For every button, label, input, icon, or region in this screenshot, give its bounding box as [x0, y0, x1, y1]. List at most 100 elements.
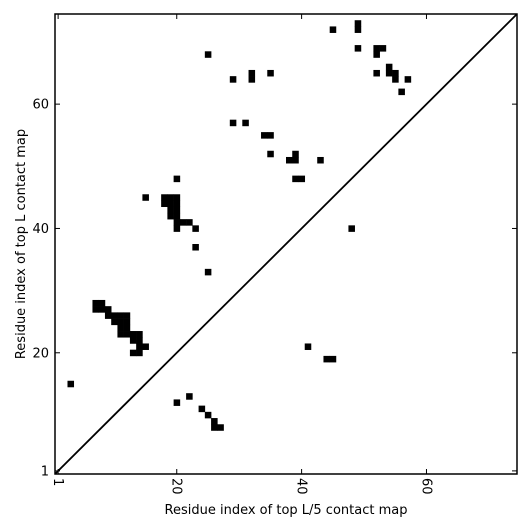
y-tick-label: 60 [32, 98, 49, 113]
contact-cell-top-l [379, 45, 387, 52]
y-tick-label: 40 [32, 222, 49, 237]
x-axis-ticks: 1 20 40 60 [50, 14, 433, 495]
contact-cell-top-l [173, 219, 181, 226]
contact-cell-top-l5 [104, 312, 112, 319]
contact-cell-top-l [167, 200, 174, 208]
contact-cell-top-l [192, 244, 199, 251]
contact-cell-top-l [348, 225, 355, 232]
contact-cell-top-l5 [98, 299, 106, 307]
contact-cell-top-l [354, 45, 362, 52]
x-tick-label: 60 [418, 478, 433, 495]
contact-cell-top-l5 [211, 424, 218, 431]
contact-cell-top-l [173, 194, 181, 201]
x-tick-label: 1 [50, 478, 65, 486]
y-tick-label: 1 [41, 464, 49, 479]
contact-cell-top-l [404, 76, 412, 83]
contact-cell-top-l [242, 119, 249, 127]
contact-cell-top-l5 [129, 337, 137, 344]
contact-cell-top-l5 [323, 355, 330, 363]
contact-cell-top-l [329, 26, 337, 33]
contact-cell-top-l [292, 175, 299, 183]
contact-cell-top-l5 [186, 393, 193, 400]
contact-cell-top-l5 [123, 324, 131, 332]
contact-cell-top-l [204, 51, 212, 58]
contact-cell-top-l [142, 194, 149, 201]
y-tick-label: 20 [32, 346, 49, 361]
contact-cell-top-l [161, 194, 168, 201]
contact-cell-top-l5 [117, 312, 124, 319]
x-tick-label: 20 [169, 478, 184, 495]
contact-cell-top-l5 [123, 331, 131, 338]
contact-cell-top-l5 [136, 331, 143, 338]
contact-cell-top-l5 [104, 306, 112, 313]
contact-cell-top-l [261, 132, 268, 139]
contact-cell-top-l5 [198, 405, 206, 413]
contact-cell-top-l5 [92, 299, 99, 307]
contact-cell-top-l5 [304, 343, 312, 350]
contact-cell-top-l5 [136, 349, 143, 357]
contact-cell-top-l [398, 88, 405, 96]
x-axis-label: Residue index of top L/5 contact map [165, 503, 408, 518]
plot-frame [54, 13, 518, 475]
y-axis-ticks: 1 20 40 60 [32, 98, 517, 479]
contact-cell-top-l [354, 20, 362, 27]
contact-cell-top-l [186, 219, 193, 226]
contact-cell-top-l [161, 200, 168, 208]
contact-cell-top-l [354, 26, 362, 33]
contact-cell-top-l5 [129, 331, 137, 338]
contact-cell-top-l [248, 76, 256, 83]
contact-cell-top-l [298, 175, 306, 183]
contact-cell-top-l5 [136, 343, 143, 350]
contact-cell-top-l [267, 150, 274, 158]
contact-cell-top-l [373, 45, 380, 52]
contact-cell-top-l [167, 194, 174, 201]
contact-cell-top-l [167, 206, 174, 214]
contact-cell-top-l [204, 268, 212, 276]
contact-cell-top-l5 [117, 324, 124, 332]
contact-cell-top-l [229, 76, 237, 83]
contact-cell-top-l5 [92, 306, 99, 313]
contact-cell-top-l [385, 63, 393, 71]
contact-cell-top-l [173, 206, 181, 214]
contact-cell-top-l5 [204, 411, 212, 419]
contact-cell-top-l [173, 212, 181, 220]
contact-cell-top-l [392, 76, 399, 83]
contact-cell-top-l [173, 225, 181, 232]
contact-cell-top-l [267, 69, 274, 77]
contact-cell-top-l [167, 212, 174, 220]
x-tick-label: 40 [294, 478, 309, 495]
contact-cell-top-l [173, 200, 181, 208]
contact-cell-top-l5 [217, 424, 224, 431]
contact-cell-top-l5 [117, 331, 124, 338]
contact-cell-top-l5 [211, 418, 218, 425]
contact-cell-top-l [173, 175, 181, 183]
contact-cell-top-l5 [117, 318, 124, 326]
contact-cell-top-l [292, 150, 299, 158]
contact-cell-top-l5 [123, 312, 131, 319]
contact-cell-top-l [267, 132, 274, 139]
contact-cell-top-l5 [136, 337, 143, 344]
contact-cell-top-l [385, 69, 393, 77]
contact-cell-top-l5 [123, 318, 131, 326]
contact-cell-top-l [373, 51, 380, 58]
contact-cell-top-l [286, 156, 293, 164]
contact-cell-top-l [392, 69, 399, 77]
contact-cell-top-l [179, 219, 187, 226]
contact-cell-top-l [229, 119, 237, 127]
contact-cell-top-l5 [329, 355, 337, 363]
contact-cell-top-l5 [129, 349, 137, 357]
contact-cell-top-l5 [98, 306, 106, 313]
contact-cell-top-l [248, 69, 256, 77]
contact-cell-top-l [192, 225, 199, 232]
contact-cell-top-l5 [142, 343, 149, 350]
contact-cell-top-l5 [67, 380, 75, 388]
diagonal-line [54, 13, 518, 475]
contact-cell-top-l5 [173, 399, 181, 406]
y-axis-label: Residue index of top L contact map [14, 129, 29, 359]
contact-cells [67, 20, 412, 431]
contact-cell-top-l [292, 156, 299, 164]
contact-cell-top-l5 [111, 318, 118, 326]
contact-cell-top-l [373, 69, 380, 77]
contact-cell-top-l [317, 156, 324, 164]
